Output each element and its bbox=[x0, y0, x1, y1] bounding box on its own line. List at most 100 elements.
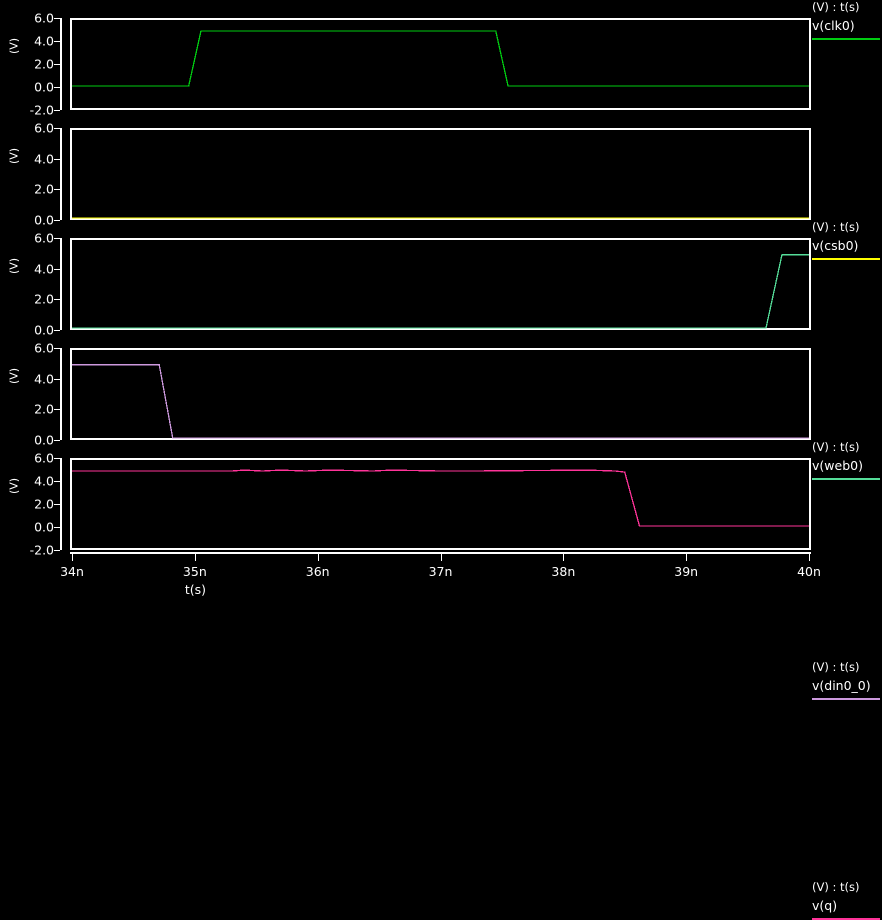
waveform-trace bbox=[72, 254, 809, 329]
y-tick-label: 4.0 bbox=[34, 33, 54, 49]
y-tick-mark bbox=[54, 18, 60, 19]
y-tick-mark bbox=[54, 330, 60, 331]
legend-vcsb0: (V) : t(s) v(csb0) bbox=[812, 220, 882, 260]
y-tick-label: 2.0 bbox=[34, 401, 54, 417]
waveform-trace bbox=[72, 469, 809, 527]
legend-signal-name[interactable]: v(clk0) bbox=[812, 18, 855, 33]
y-axis-ticks: 6.0 4.0 2.0 0.0 bbox=[0, 341, 60, 448]
y-tick-mark bbox=[54, 409, 60, 411]
legend-color-swatch bbox=[812, 258, 880, 260]
waveform-panel-vq: (V) 6.0 4.0 2.0 0.0 -2.0 (V) : t(s) v(q) bbox=[0, 440, 882, 920]
y-tick-mark bbox=[54, 110, 60, 111]
y-tick-label: 4.0 bbox=[34, 473, 54, 489]
x-tick-label: 40n bbox=[797, 564, 821, 579]
y-tick-label: 4.0 bbox=[34, 261, 54, 277]
y-tick-mark bbox=[54, 128, 60, 129]
waveform-trace bbox=[72, 30, 809, 87]
y-tick-label: 0.0 bbox=[34, 322, 54, 338]
legend-vweb0: (V) : t(s) v(web0) bbox=[812, 440, 882, 480]
legend-vq: (V) : t(s) v(q) bbox=[812, 880, 882, 920]
legend-signal-name[interactable]: v(csb0) bbox=[812, 238, 859, 253]
y-tick-label: 0.0 bbox=[34, 432, 54, 448]
waveform-panel-vweb0: (V) 6.0 4.0 2.0 0.0 (V) : t(s) v(web0) bbox=[0, 220, 882, 480]
y-tick-mark bbox=[54, 189, 60, 191]
y-tick-mark bbox=[54, 158, 60, 160]
plot-area[interactable] bbox=[70, 238, 811, 330]
waveform-panel-vclk0: (V) 6.0 4.0 2.0 0.0 -2.0 (V) : t(s) v(clk0) bbox=[0, 0, 882, 118]
y-tick-mark bbox=[54, 458, 60, 459]
y-axis-ticks: 6.0 4.0 2.0 0.0 -2.0 bbox=[0, 451, 60, 558]
y-tick-mark bbox=[54, 87, 60, 88]
y-axis-ticks: 6.0 4.0 2.0 0.0 bbox=[0, 231, 60, 338]
y-tick-label: 4.0 bbox=[34, 371, 54, 387]
x-tick-label: 37n bbox=[428, 564, 453, 579]
legend-header: (V) : t(s) bbox=[812, 660, 860, 674]
y-tick-label: 2.0 bbox=[34, 181, 54, 197]
x-tick-mark bbox=[317, 552, 319, 561]
legend-vdin0_0: (V) : t(s) v(din0_0) bbox=[812, 660, 882, 700]
y-tick-label: 6.0 bbox=[34, 230, 54, 246]
x-tick-label: 36n bbox=[305, 564, 330, 579]
x-tick-mark bbox=[440, 552, 442, 561]
waveform-panel-vcsb0: (V) 6.0 4.0 2.0 0.0 (V) : t(s) v(csb0) bbox=[0, 110, 882, 260]
y-tick-mark bbox=[54, 348, 60, 349]
y-tick-mark bbox=[54, 299, 60, 301]
y-axis-spine bbox=[60, 348, 62, 440]
y-tick-mark bbox=[54, 64, 60, 65]
y-tick-mark bbox=[54, 440, 60, 441]
y-tick-label: -2.0 bbox=[29, 102, 54, 118]
legend-header: (V) : t(s) bbox=[812, 880, 860, 894]
y-axis-spine bbox=[60, 238, 62, 330]
y-tick-label: 6.0 bbox=[34, 450, 54, 466]
legend-vclk0: (V) : t(s) v(clk0) bbox=[812, 0, 882, 40]
y-tick-label: 6.0 bbox=[34, 10, 54, 26]
y-tick-label: 0.0 bbox=[34, 212, 54, 228]
y-tick-label: 4.0 bbox=[34, 151, 54, 167]
y-tick-label: -2.0 bbox=[29, 542, 54, 558]
legend-color-swatch bbox=[812, 698, 880, 700]
y-tick-label: 6.0 bbox=[34, 340, 54, 356]
y-tick-mark bbox=[54, 504, 60, 505]
plot-area[interactable] bbox=[70, 348, 811, 440]
legend-signal-name[interactable]: v(din0_0) bbox=[812, 678, 871, 693]
y-tick-label: 2.0 bbox=[34, 56, 54, 72]
legend-color-swatch bbox=[812, 478, 880, 480]
y-tick-label: 2.0 bbox=[34, 291, 54, 307]
x-axis: 34n 35n 36n 37n 38n 39n 40n t(s) bbox=[0, 552, 882, 605]
x-tick-label: 35n bbox=[182, 564, 207, 579]
y-tick-label: 6.0 bbox=[34, 120, 54, 136]
legend-signal-name[interactable]: v(q) bbox=[812, 898, 838, 913]
x-tick-mark bbox=[563, 552, 565, 561]
y-tick-mark bbox=[54, 238, 60, 239]
plot-area[interactable] bbox=[70, 458, 811, 550]
x-tick-mark bbox=[194, 552, 196, 561]
legend-color-swatch bbox=[812, 38, 880, 40]
y-tick-mark bbox=[54, 527, 60, 528]
y-tick-label: 0.0 bbox=[34, 519, 54, 535]
y-axis-ticks: 6.0 4.0 2.0 0.0 -2.0 bbox=[0, 11, 60, 118]
plot-area[interactable] bbox=[70, 128, 811, 220]
waveform-trace bbox=[72, 217, 809, 219]
y-axis-spine bbox=[60, 458, 62, 550]
x-tick-label: 39n bbox=[674, 564, 699, 579]
legend-header: (V) : t(s) bbox=[812, 440, 860, 454]
plot-area[interactable] bbox=[70, 18, 811, 110]
x-tick-mark bbox=[686, 552, 688, 561]
y-tick-mark bbox=[54, 41, 60, 42]
x-tick-mark bbox=[809, 552, 810, 561]
y-axis-spine bbox=[60, 128, 62, 220]
y-tick-mark bbox=[54, 550, 60, 551]
y-tick-mark bbox=[54, 268, 60, 270]
legend-header: (V) : t(s) bbox=[812, 0, 860, 14]
y-tick-mark bbox=[54, 378, 60, 380]
x-tick-label: 34n bbox=[60, 564, 84, 579]
legend-header: (V) : t(s) bbox=[812, 220, 860, 234]
y-tick-mark bbox=[54, 481, 60, 482]
legend-signal-name[interactable]: v(web0) bbox=[812, 458, 863, 473]
y-tick-label: 0.0 bbox=[34, 79, 54, 95]
y-axis-spine bbox=[60, 18, 62, 110]
x-axis-title: t(s) bbox=[184, 582, 206, 597]
x-tick-label: 38n bbox=[551, 564, 576, 579]
y-axis-ticks: 6.0 4.0 2.0 0.0 bbox=[0, 121, 60, 228]
